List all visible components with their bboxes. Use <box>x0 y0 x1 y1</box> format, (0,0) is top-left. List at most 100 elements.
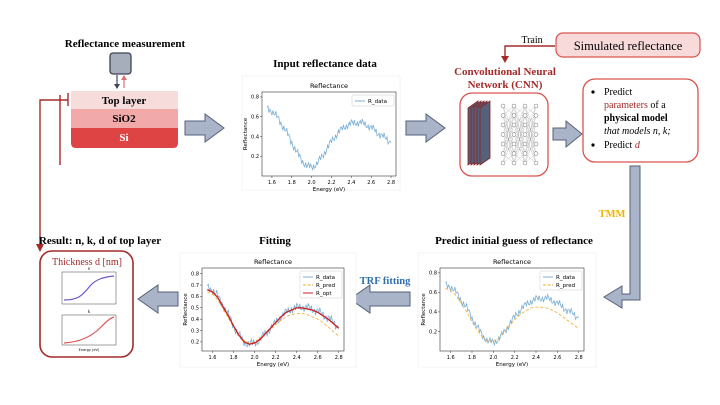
cnn-feature-maps-icon <box>467 100 491 166</box>
trf-arrow <box>349 284 411 314</box>
x-axis-label: Energy (eV) <box>313 187 345 193</box>
y-tick-label: 0.5 <box>191 306 199 312</box>
nn-node <box>522 113 528 118</box>
x-tick-label: 2.2 <box>272 355 280 361</box>
y-tick-label: 0.4 <box>191 317 199 323</box>
nn-node <box>533 160 539 166</box>
fitting-chart: Reflectance 1.6 1.8 2.0 2.2 2.4 2.6 2.8 0.2 0.3 0.… <box>179 252 357 368</box>
x-tick-label: 1.8 <box>468 355 476 361</box>
thickness-label: Thickness d [nm] <box>52 257 122 268</box>
y-tick-label: 0.6 <box>429 290 437 296</box>
input-chart: Reflectance 1.6 1.8 2.0 2.2 2.4 2.6 2.8 0.2 0.4 0.… <box>241 75 401 193</box>
x-tick-label: 2.0 <box>251 355 259 361</box>
initial-guess-chart: Reflectance 1.6 1.8 2.0 2.2 2.4 2.6 2.8 0.2 0.4 0.… <box>417 252 597 368</box>
nn-node <box>500 132 506 137</box>
x-tick-label: 2.6 <box>314 355 322 361</box>
y-tick-label: 0.2 <box>429 329 437 335</box>
mini-n-label: n <box>88 266 91 271</box>
result-connector-line <box>39 95 68 248</box>
result-k-mini-chart: k Energy (eV) <box>61 309 117 352</box>
chart-axes-frame <box>261 91 397 177</box>
nn-edge <box>524 153 537 164</box>
x-tick-label: 1.8 <box>288 180 296 186</box>
nn-node <box>522 132 528 137</box>
x-tick-label: 2.4 <box>293 355 301 361</box>
flow-arrow-3 <box>552 119 583 149</box>
x-tick-label: 2.6 <box>367 180 375 186</box>
nn-node <box>500 113 506 118</box>
nn-edge <box>502 105 515 135</box>
cnn-title-line2: Network (CNN) <box>468 79 543 91</box>
train-label: Train <box>521 35 542 46</box>
nn-node <box>522 103 528 109</box>
fitting-title: Fitting <box>259 235 291 247</box>
nn-edge <box>513 115 526 164</box>
series-line-r-pred <box>445 288 579 342</box>
x-tick-label: 2.6 <box>553 355 561 361</box>
nn-edge <box>502 105 515 116</box>
reflected-arrow-head <box>121 75 127 80</box>
x-tick-label: 2.4 <box>532 355 540 361</box>
mini-xlabel: Energy (eV) <box>79 348 100 352</box>
connector-arrow-head <box>36 244 44 252</box>
y-axis-label: Reflectance <box>243 117 249 150</box>
predict-line-4: that models n, k; <box>604 126 671 137</box>
nn-node <box>533 122 539 128</box>
x-tick-label: 2.8 <box>575 355 583 361</box>
nn-node <box>522 122 528 128</box>
chart-figure-bg <box>179 252 357 368</box>
y-tick-label: 0.6 <box>251 115 259 121</box>
measurement-title: Reflectance measurement <box>65 38 186 50</box>
mini-n-curve <box>63 275 115 301</box>
layer-si <box>71 128 178 148</box>
nn-node <box>511 141 517 147</box>
nn-node <box>500 160 506 166</box>
nn-node <box>511 160 517 166</box>
predict-line-5: Predict d <box>604 140 641 151</box>
nn-node <box>533 113 539 118</box>
simulated-reflectance-label: Simulated reflectance <box>574 39 683 53</box>
x-tick-label: 2.4 <box>347 180 355 186</box>
nn-node <box>511 103 517 109</box>
nn-edge <box>524 105 537 154</box>
chart-axes-frame <box>439 267 585 352</box>
y-tick-label: 0.6 <box>191 294 199 300</box>
legend-label: R_pred <box>316 283 335 289</box>
predict-line-3: physical model <box>604 113 668 124</box>
nn-node <box>533 141 539 147</box>
initial-guess-title: Predict initial guess of reflectance <box>435 235 593 247</box>
series-line-r-pred <box>207 291 339 344</box>
nn-node <box>500 122 506 128</box>
chart-title: Reflectance <box>493 258 531 266</box>
x-tick-label: 2.2 <box>328 180 336 186</box>
nn-edge <box>513 105 526 135</box>
simulated-reflectance-box <box>555 32 701 58</box>
nn-edge <box>513 153 526 164</box>
chart-legend <box>351 94 395 107</box>
y-tick-label: 0.8 <box>429 271 437 277</box>
legend-label: R_data <box>316 275 335 281</box>
nn-node <box>522 151 528 156</box>
tmm-arrow <box>603 165 641 309</box>
result-n-mini-chart: n <box>61 266 117 305</box>
chart-legend <box>299 270 343 299</box>
layer-si-label: Si <box>119 132 128 144</box>
nn-node <box>511 113 517 118</box>
tmm-label: TMM <box>599 209 626 220</box>
nn-node <box>522 141 528 147</box>
nn-edge <box>513 134 526 164</box>
y-tick-label: 0.4 <box>251 134 259 140</box>
nn-edge <box>502 134 515 164</box>
legend-label: R_opt <box>316 291 332 297</box>
nn-edge <box>502 153 515 164</box>
x-axis-label: Energy (eV) <box>257 362 289 368</box>
nn-node <box>533 103 539 109</box>
x-tick-label: 2.0 <box>489 355 497 361</box>
nn-node <box>500 151 506 156</box>
nn-edge <box>524 115 537 164</box>
series-line-r-data <box>445 281 579 347</box>
y-tick-label: 0.8 <box>251 95 259 101</box>
chart-axes-frame <box>201 267 345 352</box>
x-tick-label: 1.6 <box>447 355 455 361</box>
